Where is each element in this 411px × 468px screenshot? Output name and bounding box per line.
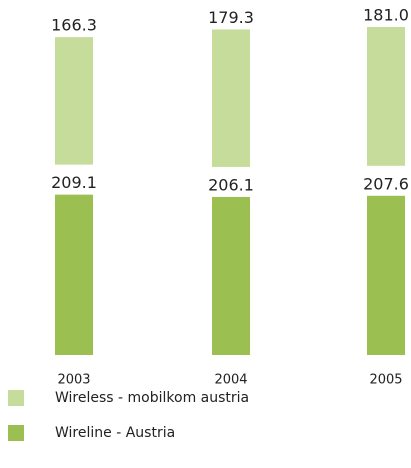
bar xyxy=(212,196,250,355)
legend-label: Wireline - Austria xyxy=(55,425,175,441)
bar xyxy=(367,27,405,166)
x-tick-label: 2005 xyxy=(369,373,402,388)
value-label: 166.3 xyxy=(51,16,97,35)
value-label: 207.6 xyxy=(363,174,409,193)
value-label: 179.3 xyxy=(208,8,254,27)
bar xyxy=(55,37,93,165)
bar xyxy=(55,194,93,355)
legend-swatch xyxy=(8,425,24,441)
bar xyxy=(212,29,250,167)
x-tick-label: 2004 xyxy=(214,373,247,388)
x-tick-label: 2003 xyxy=(57,373,90,388)
value-label: 206.1 xyxy=(208,175,254,194)
legend-label: Wireless - mobilkom austria xyxy=(55,390,249,406)
legend-swatch xyxy=(8,390,24,406)
value-label: 181.0 xyxy=(363,6,409,25)
value-label: 209.1 xyxy=(51,173,97,192)
bar xyxy=(367,195,405,355)
